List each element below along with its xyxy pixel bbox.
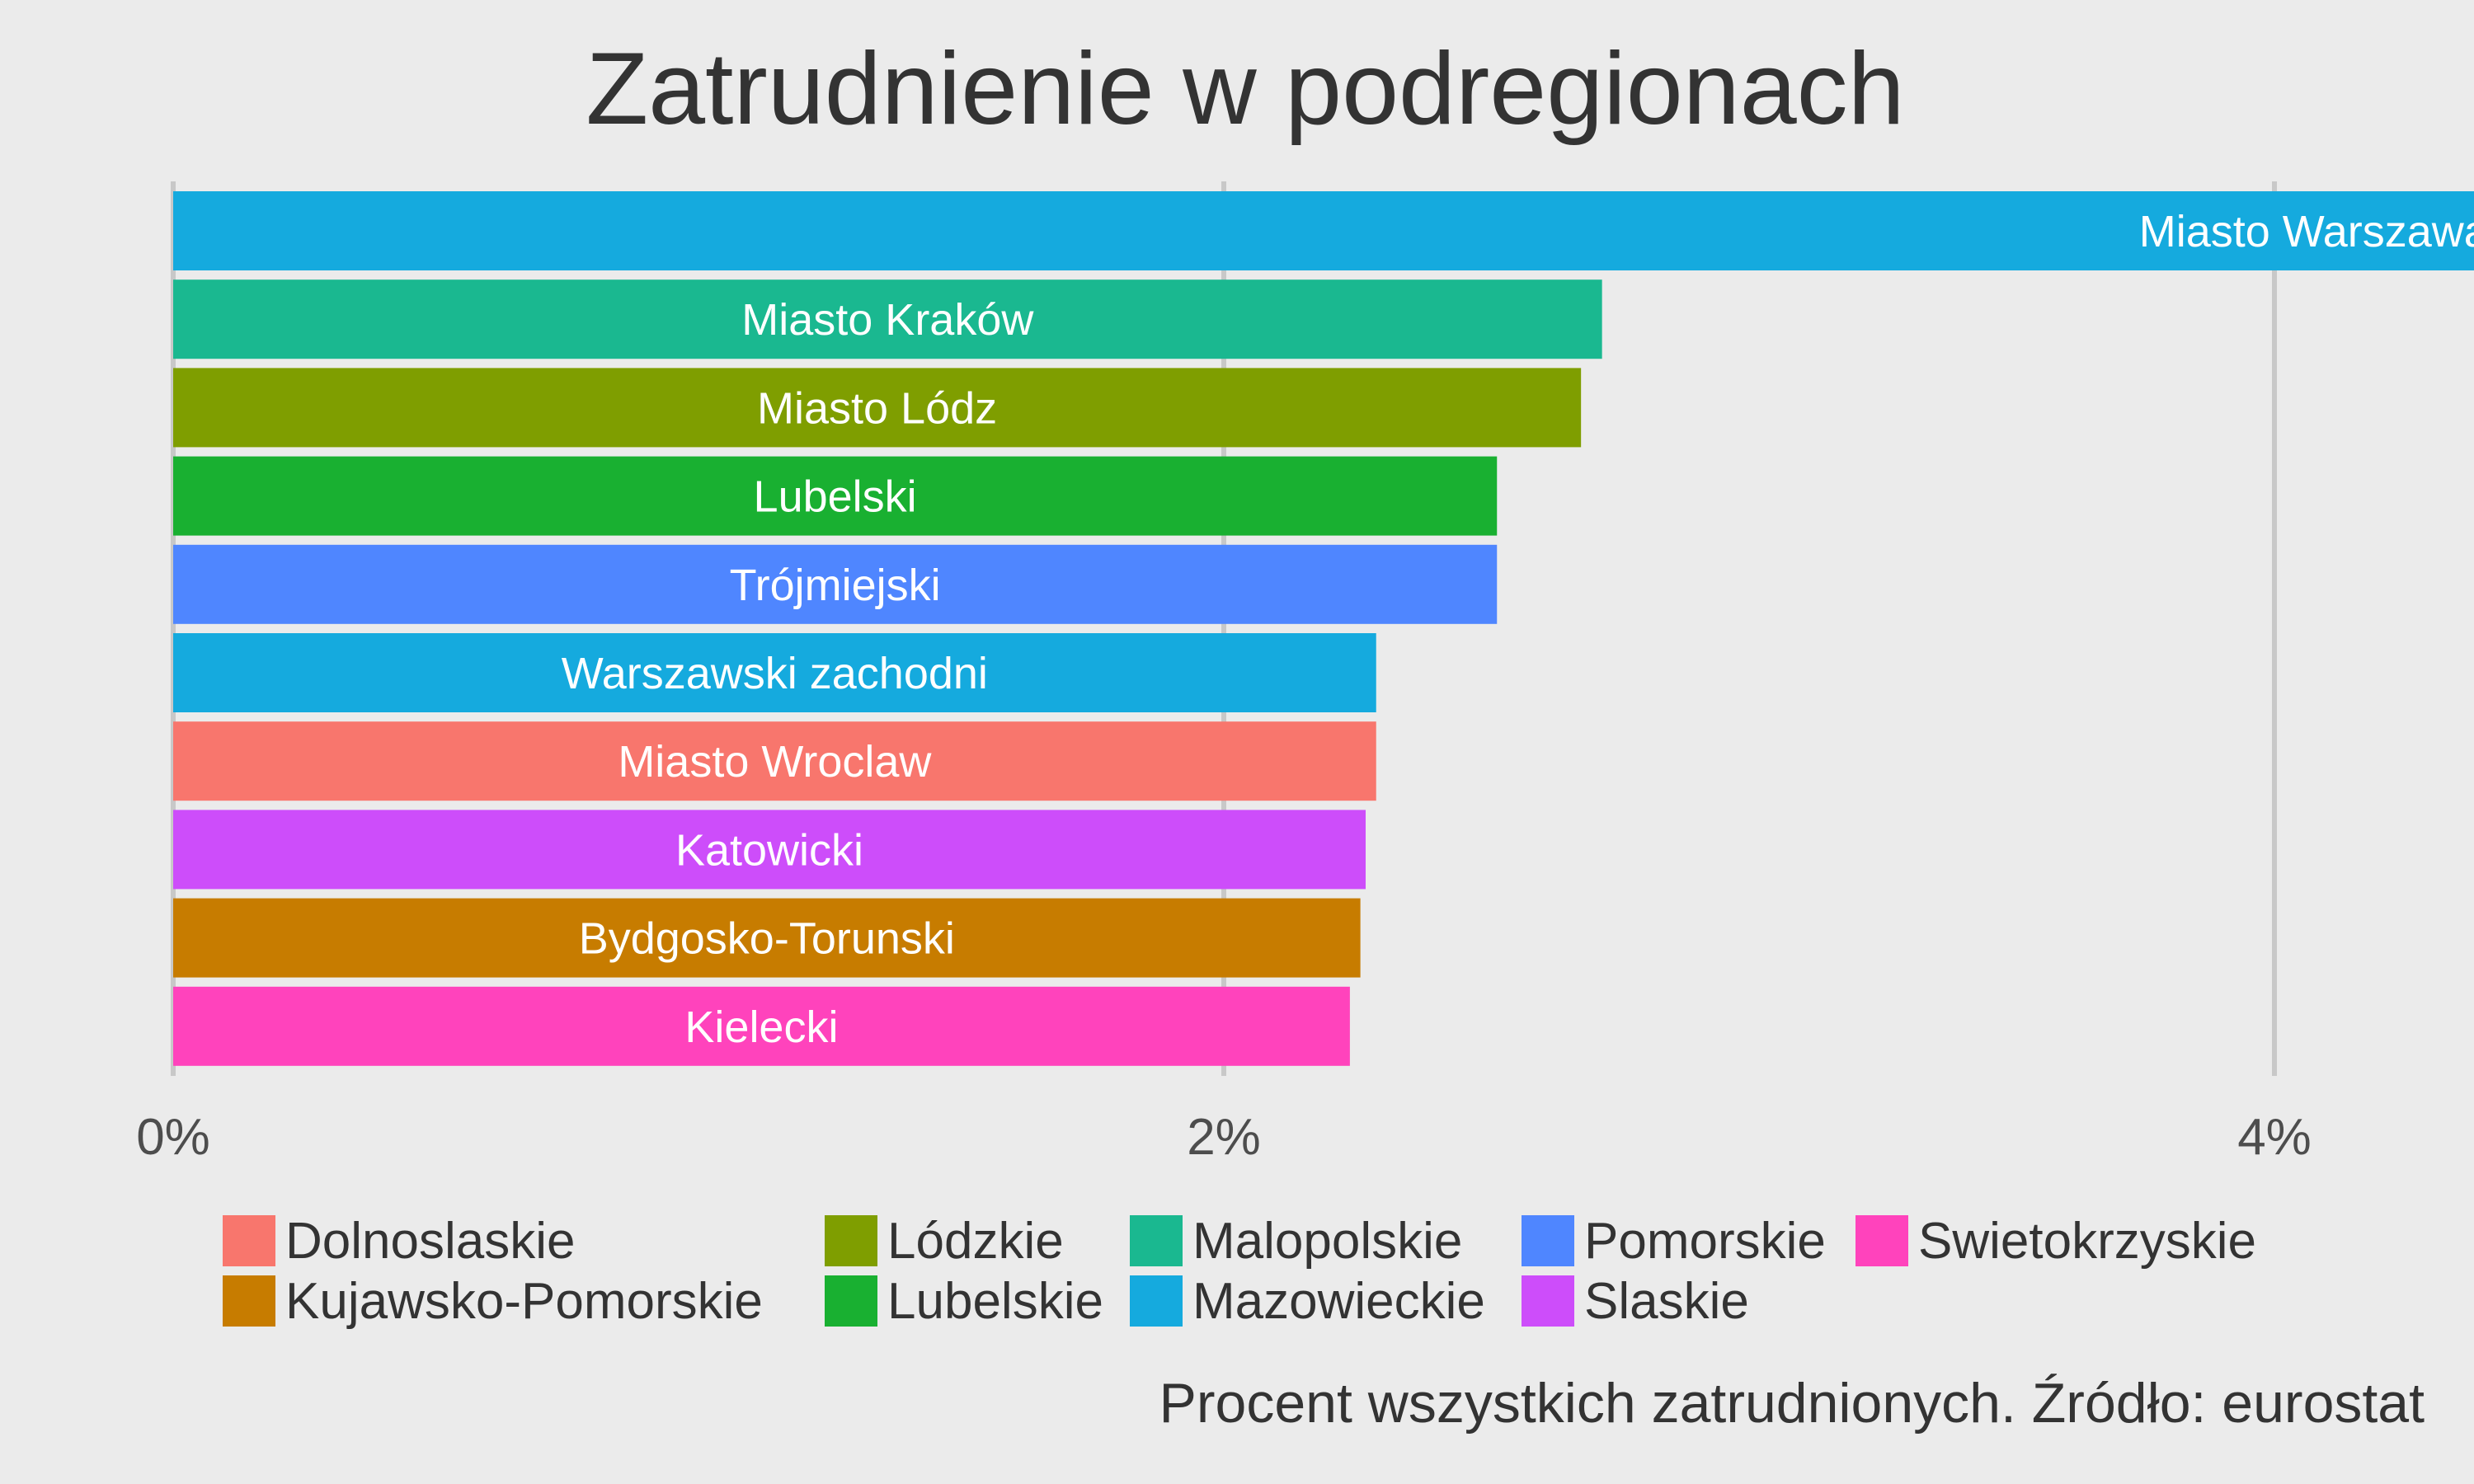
legend-label: Swietokrzyskie (1918, 1213, 2256, 1270)
legend-label: Slaskie (1584, 1273, 1749, 1330)
legend-key (1856, 1215, 1908, 1266)
legend-label: Mazowieckie (1192, 1273, 1485, 1330)
bar-label: Bydgosko-Torunski (579, 914, 955, 964)
legend-label: Pomorskie (1584, 1213, 1826, 1270)
legend-key (1130, 1275, 1183, 1327)
legend-key (223, 1275, 275, 1327)
legend-label: Malopolskie (1192, 1213, 1462, 1270)
legend-label: Kujawsko-Pomorskie (285, 1273, 763, 1330)
legend-label: Lubelskie (887, 1273, 1103, 1330)
bar-label: Katowicki (675, 825, 863, 875)
legend-key (223, 1215, 275, 1266)
bar (173, 456, 1498, 536)
legend-key (1130, 1215, 1183, 1266)
bars: Miasto Warszawa Miasto Kraków Miasto Lódz L… (173, 191, 2474, 1066)
chart-title: Zatrudnienie w podregionach (586, 32, 1904, 146)
legend-label: Dolnoslaskie (285, 1213, 576, 1270)
bar-label: Miasto Wroclaw (618, 737, 932, 787)
bar-label: Trójmiejski (730, 561, 941, 610)
legend-key (1522, 1275, 1574, 1327)
bar-label: Kielecki (684, 1003, 838, 1052)
x-tick-label: 2% (1187, 1109, 1261, 1166)
x-tick-label: 4% (2237, 1109, 2312, 1166)
bar (173, 279, 1602, 359)
bar-label: Miasto Kraków (741, 295, 1034, 345)
bar-label: Miasto Warszawa (2139, 207, 2474, 256)
bar (173, 986, 1350, 1066)
legend-key (825, 1275, 877, 1327)
bar-label: Miasto Lódz (757, 383, 997, 433)
bar (173, 721, 1376, 801)
legend-key (1522, 1215, 1574, 1266)
chart-caption: Procent wszystkich zatrudnionych. Źródło… (1159, 1372, 2425, 1435)
bar (173, 368, 1582, 448)
x-axis-ticks: 0%2%4%6%8% (136, 1109, 2312, 1166)
bar (173, 898, 1361, 978)
bar-label: Lubelski (754, 472, 917, 522)
bar (173, 191, 2474, 270)
bar (173, 810, 1366, 890)
bar (173, 544, 1498, 624)
legend-label: Lódzkie (887, 1213, 1064, 1270)
bar (173, 633, 1376, 712)
x-tick-label: 0% (136, 1109, 210, 1166)
bar-label: Warszawski zachodni (562, 649, 988, 698)
legend-key (825, 1215, 877, 1266)
